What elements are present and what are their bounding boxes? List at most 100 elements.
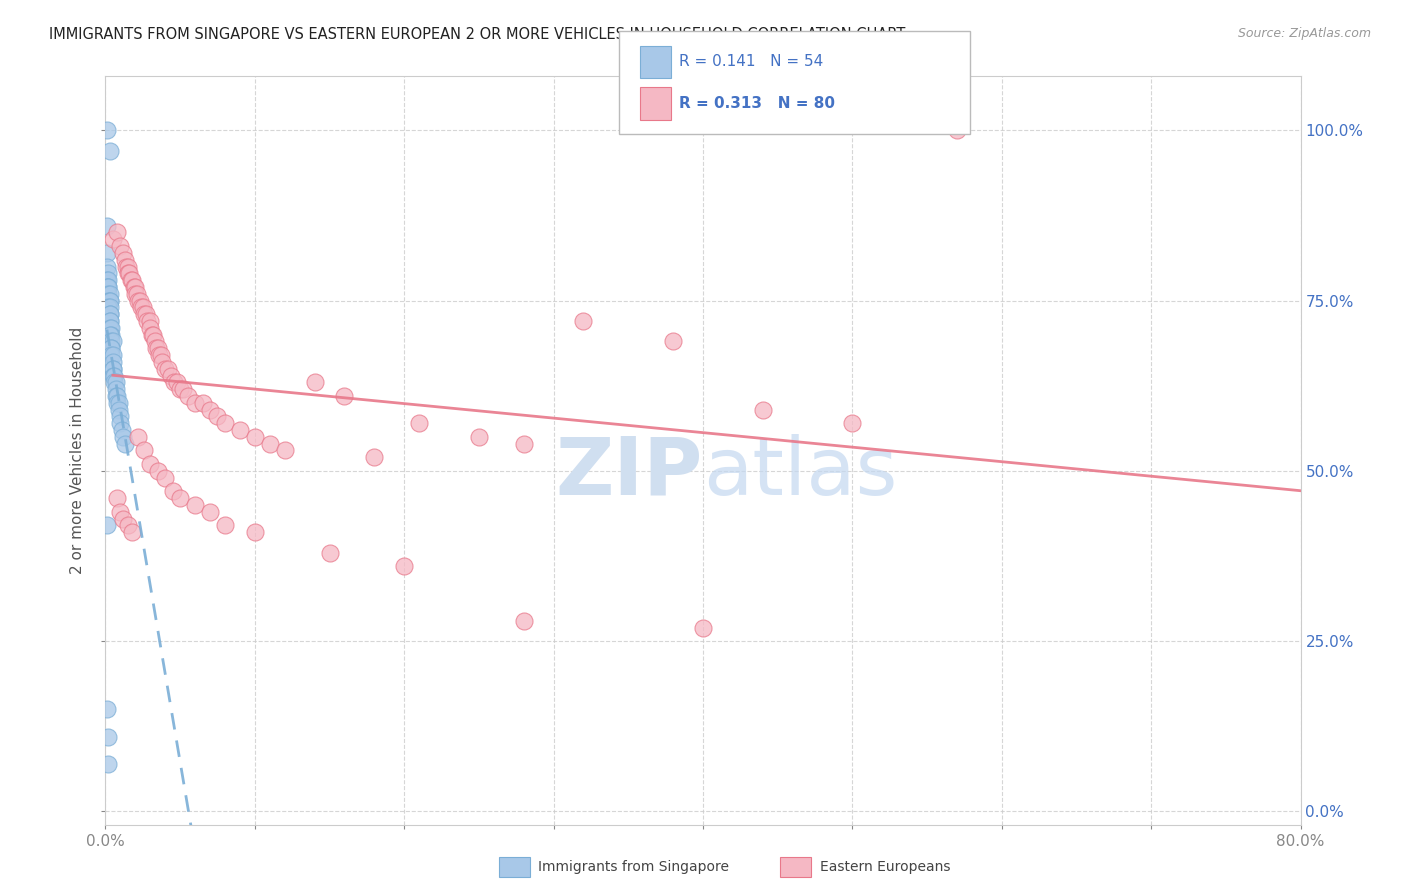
Point	[101, 355, 124, 369]
Point	[191, 396, 214, 410]
Point	[96, 273, 118, 287]
Point	[120, 273, 142, 287]
Point	[97, 280, 120, 294]
Point	[98, 286, 121, 301]
Point	[162, 484, 184, 499]
Point	[103, 368, 125, 383]
Point	[124, 280, 146, 294]
Point	[363, 450, 385, 465]
Point	[100, 341, 122, 355]
Point	[148, 348, 170, 362]
Point	[97, 266, 120, 280]
Point	[692, 621, 714, 635]
Point	[107, 396, 129, 410]
Point	[207, 409, 229, 424]
Point	[112, 246, 135, 260]
Point	[129, 301, 153, 315]
Point	[97, 301, 120, 315]
Point	[98, 307, 121, 321]
Point	[98, 314, 121, 328]
Text: Eastern Europeans: Eastern Europeans	[820, 860, 950, 874]
Point	[333, 389, 356, 403]
Point	[122, 280, 145, 294]
Point	[104, 376, 127, 390]
Point	[259, 436, 281, 450]
Text: ZIP: ZIP	[555, 434, 703, 512]
Point	[184, 498, 207, 512]
Point	[98, 144, 121, 158]
Point	[946, 123, 969, 137]
Point	[841, 416, 863, 430]
Point	[121, 525, 143, 540]
Point	[98, 314, 121, 328]
Point	[96, 280, 118, 294]
Point	[97, 280, 120, 294]
Point	[98, 293, 121, 308]
Point	[108, 396, 131, 410]
Point	[163, 376, 186, 390]
Point	[124, 286, 146, 301]
Point	[98, 293, 121, 308]
Point	[145, 341, 167, 355]
Point	[107, 491, 129, 505]
Point	[97, 273, 120, 287]
Point	[243, 430, 266, 444]
Point	[96, 702, 118, 716]
Text: Source: ZipAtlas.com: Source: ZipAtlas.com	[1237, 27, 1371, 40]
Point	[408, 416, 430, 430]
Point	[176, 389, 198, 403]
Point	[96, 219, 118, 233]
Point	[160, 368, 183, 383]
Point	[139, 321, 162, 335]
Point	[117, 266, 139, 280]
Point	[157, 361, 180, 376]
Point	[139, 457, 162, 471]
Point	[127, 430, 149, 444]
Point	[169, 382, 191, 396]
Point	[513, 614, 536, 628]
Point	[114, 252, 136, 267]
Point	[110, 409, 132, 424]
Point	[134, 443, 156, 458]
Point	[229, 423, 252, 437]
Point	[304, 376, 326, 390]
Point	[132, 301, 155, 315]
Point	[243, 525, 266, 540]
Point	[104, 382, 127, 396]
Point	[98, 307, 121, 321]
Point	[136, 314, 159, 328]
Point	[273, 443, 295, 458]
Point	[169, 491, 191, 505]
Point	[166, 376, 188, 390]
Point	[100, 341, 122, 355]
Text: Immigrants from Singapore: Immigrants from Singapore	[538, 860, 730, 874]
Point	[100, 327, 122, 342]
Point	[101, 368, 124, 383]
Point	[96, 518, 118, 533]
Point	[96, 123, 118, 137]
Point	[115, 260, 138, 274]
Point	[128, 293, 150, 308]
Point	[184, 396, 207, 410]
Text: R = 0.313   N = 80: R = 0.313 N = 80	[679, 95, 835, 111]
Point	[97, 286, 120, 301]
Point	[198, 505, 221, 519]
Point	[394, 559, 416, 574]
Point	[96, 246, 118, 260]
Point	[139, 314, 162, 328]
Point	[142, 327, 165, 342]
Point	[97, 756, 120, 771]
Point	[103, 376, 125, 390]
Point	[104, 389, 127, 403]
Point	[662, 334, 685, 349]
Point	[146, 341, 169, 355]
Point	[146, 464, 169, 478]
Point	[127, 293, 149, 308]
Point	[108, 402, 131, 417]
Point	[98, 301, 121, 315]
Point	[121, 273, 143, 287]
Point	[96, 260, 118, 274]
Point	[100, 321, 122, 335]
Point	[198, 402, 221, 417]
Point	[97, 730, 120, 744]
